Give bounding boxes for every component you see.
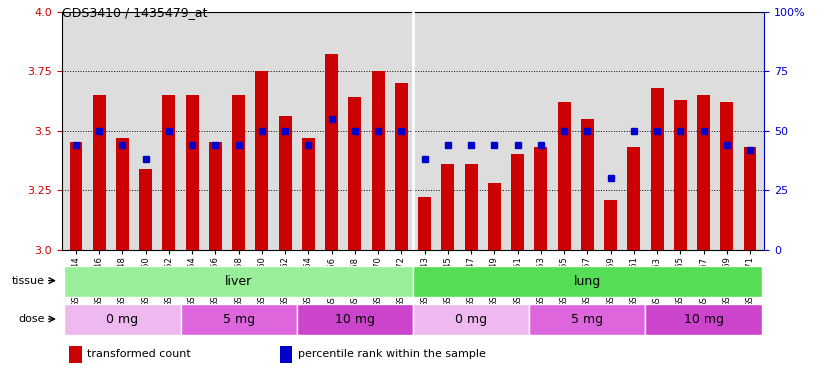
Text: transformed count: transformed count xyxy=(88,349,191,359)
Bar xyxy=(325,55,338,250)
Bar xyxy=(395,83,408,250)
Bar xyxy=(534,147,548,250)
Bar xyxy=(413,266,762,296)
Bar xyxy=(279,346,292,363)
Bar xyxy=(465,164,477,250)
Bar xyxy=(349,97,361,250)
Bar xyxy=(558,102,571,250)
Text: 0 mg: 0 mg xyxy=(107,313,139,326)
Bar xyxy=(93,95,106,250)
Text: liver: liver xyxy=(225,275,252,288)
Bar xyxy=(645,305,762,335)
Bar xyxy=(140,169,152,250)
Bar xyxy=(278,116,292,250)
Bar xyxy=(69,142,83,250)
Text: 10 mg: 10 mg xyxy=(335,313,375,326)
Bar xyxy=(186,95,198,250)
Bar xyxy=(651,88,663,250)
Bar xyxy=(181,305,297,335)
Bar xyxy=(743,147,757,250)
Bar xyxy=(720,102,733,250)
Bar xyxy=(488,183,501,250)
Bar xyxy=(529,305,645,335)
Text: 5 mg: 5 mg xyxy=(222,313,254,326)
Bar xyxy=(163,95,175,250)
Bar xyxy=(674,99,686,250)
Bar xyxy=(372,71,385,250)
Bar xyxy=(413,305,529,335)
Text: percentile rank within the sample: percentile rank within the sample xyxy=(298,349,486,359)
Text: lung: lung xyxy=(574,275,601,288)
Bar xyxy=(581,119,594,250)
Text: GDS3410 / 1435479_at: GDS3410 / 1435479_at xyxy=(62,6,207,19)
Text: 5 mg: 5 mg xyxy=(572,313,604,326)
Text: dose: dose xyxy=(18,314,45,324)
Text: 0 mg: 0 mg xyxy=(455,313,487,326)
Bar xyxy=(418,197,431,250)
Bar xyxy=(297,305,413,335)
Bar xyxy=(628,147,640,250)
Bar xyxy=(441,164,454,250)
Text: tissue: tissue xyxy=(12,276,45,286)
Bar xyxy=(511,154,524,250)
Bar xyxy=(232,95,245,250)
Bar xyxy=(69,346,82,363)
Text: 10 mg: 10 mg xyxy=(684,313,724,326)
Bar xyxy=(604,200,617,250)
Bar xyxy=(302,138,315,250)
Bar xyxy=(255,71,268,250)
Bar xyxy=(64,305,181,335)
Bar xyxy=(209,142,222,250)
Bar xyxy=(64,266,413,296)
Bar xyxy=(697,95,710,250)
Bar xyxy=(116,138,129,250)
